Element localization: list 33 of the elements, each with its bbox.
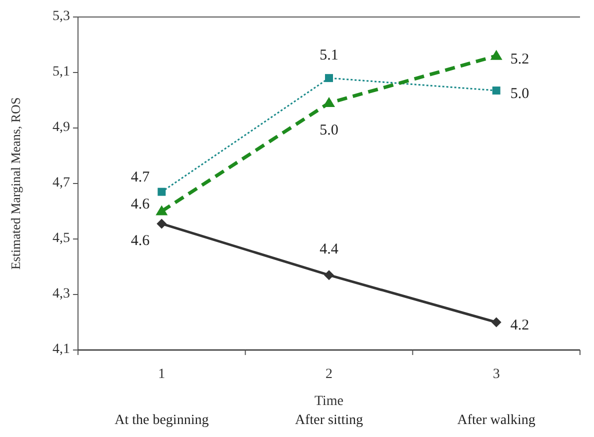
data-label: 4.6 [130, 196, 150, 213]
point [324, 270, 334, 280]
data-label: 4.6 [130, 233, 150, 250]
data-label: 5.1 [320, 47, 338, 64]
data-label: 4.4 [320, 242, 339, 258]
data-label: 4.2 [510, 318, 530, 334]
data-label: 5.0 [510, 86, 530, 102]
point [491, 317, 502, 328]
point [323, 97, 335, 108]
text: After sitting [294, 413, 364, 428]
text: At the beginning [114, 413, 209, 428]
point [490, 50, 502, 60]
point [325, 74, 333, 82]
data-label: 5.0 [320, 122, 338, 138]
y-tick-label: 4,1 [52, 342, 70, 358]
point [156, 205, 168, 216]
x-tick-label: 1 [158, 367, 166, 382]
y-tick-label: 4,9 [52, 120, 70, 136]
point [492, 86, 500, 95]
y-tick-label: 4,5 [52, 231, 70, 246]
y-tick-label: 4,7 [52, 176, 70, 191]
y-axis-title: Estimated Marginal Means, ROS [8, 97, 23, 270]
point [156, 218, 167, 229]
y-tick-label: 4,3 [52, 286, 70, 302]
data-label: 4.7 [130, 169, 150, 186]
x-axis-title: Time [314, 394, 344, 409]
x-tick-label: 2 [326, 367, 332, 382]
point [158, 188, 166, 196]
data-label: 5.2 [510, 51, 530, 68]
x-tick-label: 3 [492, 367, 500, 382]
text: After walking [457, 413, 536, 428]
y-tick-label: 5,3 [52, 9, 70, 24]
y-tick-label: 5,1 [52, 64, 70, 80]
